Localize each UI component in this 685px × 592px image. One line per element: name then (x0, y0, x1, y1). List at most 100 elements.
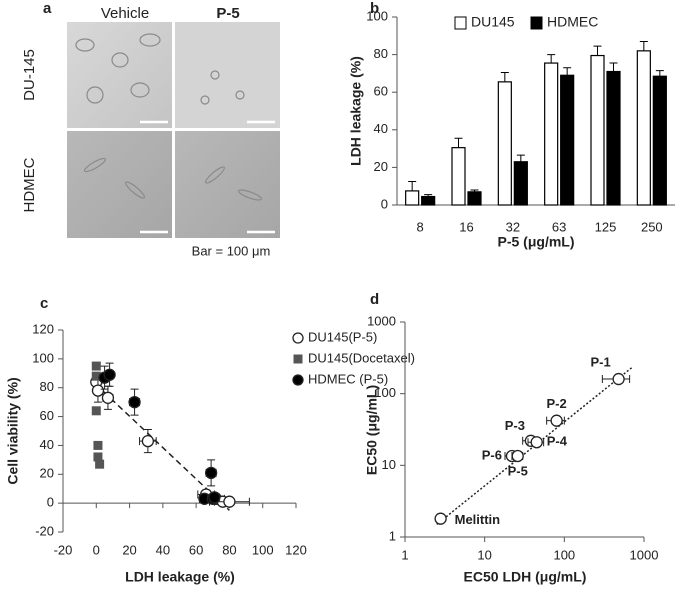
legend-label: DU145(Docetaxel) (308, 350, 415, 365)
bar (606, 70, 621, 206)
point-label: P-5 (508, 463, 528, 478)
error-bar (609, 62, 618, 72)
bar (560, 74, 575, 206)
x-tick-label: 250 (641, 219, 663, 234)
bar (467, 191, 482, 206)
bar (497, 81, 512, 206)
x-tick-label: 10 (477, 547, 491, 562)
y-tick-label: 0 (381, 196, 388, 211)
bar (636, 50, 651, 206)
row-label: DU-145 (21, 49, 38, 101)
point (550, 414, 563, 427)
point (530, 436, 543, 449)
y-tick-label: 40 (374, 121, 388, 136)
x-tick-label: 40 (156, 542, 170, 557)
x-tick-label: 80 (222, 542, 236, 557)
panel-label: b (370, 0, 379, 17)
x-tick-label: 32 (506, 219, 520, 234)
x-axis-label: EC50 LDH (μg/mL) (464, 569, 587, 585)
point-label: P-2 (546, 396, 566, 411)
bar (513, 161, 528, 206)
y-tick-label: 100 (366, 8, 388, 23)
x-tick-label: 125 (595, 219, 617, 234)
error-bar (470, 189, 479, 192)
legend-label: HDMEC (P-5) (308, 371, 388, 386)
error-bar (563, 67, 572, 76)
y-tick-label: 1000 (367, 313, 396, 328)
y-tick-label: 80 (40, 379, 54, 394)
legend-marker (293, 354, 303, 364)
legend-marker (292, 332, 304, 344)
point (95, 459, 105, 469)
y-axis-label: Cell viability (%) (5, 377, 21, 484)
image (67, 131, 172, 238)
point (91, 361, 101, 371)
x-tick-label: 120 (285, 542, 307, 557)
x-tick-label: 100 (553, 547, 575, 562)
x-tick-label: 1 (401, 547, 408, 562)
y-axis-label: LDH leakage (%) (348, 56, 364, 166)
x-axis-label: LDH leakage (%) (125, 569, 235, 585)
point (128, 395, 141, 409)
point (208, 491, 221, 504)
y-tick-label: 20 (374, 159, 388, 174)
point-label: P-4 (547, 434, 568, 449)
bar (405, 190, 420, 206)
column-label: Vehicle (101, 5, 149, 22)
error-bar (547, 54, 556, 64)
point-label: P-1 (590, 354, 610, 369)
point (93, 440, 103, 450)
y-tick-label: 20 (40, 466, 54, 481)
x-tick-label: 20 (122, 542, 136, 557)
legend-label: DU145 (471, 14, 515, 30)
micrographs (67, 22, 280, 238)
y-tick-label: 100 (32, 350, 54, 365)
x-tick-label: 63 (552, 219, 566, 234)
legend-marker (292, 374, 304, 386)
error-bar (500, 71, 509, 82)
bar (652, 75, 667, 206)
y-tick-label: 100 (374, 385, 396, 400)
point (612, 372, 625, 386)
x-axis-label: P-5 (μg/mL) (497, 234, 574, 250)
point (91, 384, 105, 397)
y-tick-label: 10 (382, 457, 396, 472)
error-bar (454, 137, 463, 148)
y-tick-label: 80 (374, 46, 388, 61)
image (175, 22, 280, 128)
error-bar (408, 181, 417, 191)
point (434, 512, 447, 525)
x-tick-label: 0 (93, 542, 100, 557)
bar (451, 147, 466, 206)
panel-label: a (43, 0, 52, 17)
point-label: P-3 (505, 418, 525, 433)
error-bar (639, 40, 648, 51)
image (67, 22, 172, 128)
error-bar (593, 45, 602, 56)
point (511, 449, 524, 463)
x-tick-label: 100 (252, 542, 274, 557)
point (91, 371, 101, 381)
x-tick-label: 16 (459, 219, 473, 234)
point-label: Melittin (455, 512, 501, 527)
legend-swatch (454, 16, 467, 30)
y-tick-label: 120 (32, 321, 54, 336)
point-label: P-6 (482, 447, 502, 462)
error-bar (655, 70, 664, 77)
panel-label: d (370, 291, 379, 308)
legend-label: HDMEC (547, 14, 598, 30)
x-tick-label: -20 (54, 542, 73, 557)
point (204, 466, 218, 479)
y-tick-label: -20 (35, 523, 54, 538)
bar (590, 54, 605, 206)
y-tick-label: 1 (389, 528, 396, 543)
x-tick-label: 8 (417, 219, 424, 234)
x-tick-label: 1000 (630, 547, 659, 562)
point (103, 368, 116, 381)
error-bar (424, 194, 433, 197)
y-tick-label: 0 (47, 495, 54, 510)
legend-swatch (530, 16, 543, 30)
y-axis-label: EC50 (μg/mL) (364, 385, 380, 475)
image (175, 131, 280, 238)
